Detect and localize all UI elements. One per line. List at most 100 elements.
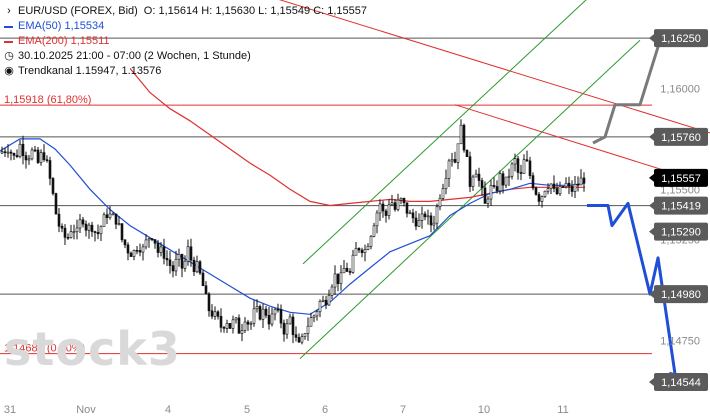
candle-body xyxy=(96,232,100,235)
trendchannel-label: Trendkanal 1.15947, 1.13576 xyxy=(18,65,162,77)
candle-body xyxy=(42,152,46,160)
candle-body xyxy=(414,217,418,227)
candle-body xyxy=(513,158,517,165)
candle-body xyxy=(444,178,448,189)
price-tag-pointer xyxy=(649,227,654,236)
candle-body xyxy=(84,223,88,231)
trendline-channel-top xyxy=(302,0,587,265)
candle-body xyxy=(111,213,115,216)
x-tick-label: Nov xyxy=(76,404,96,416)
candle-body xyxy=(264,308,268,316)
candle-body xyxy=(6,151,10,154)
candle-body xyxy=(186,246,190,262)
candle-body xyxy=(522,159,526,174)
price-tag-box xyxy=(654,196,708,215)
candle-body xyxy=(165,258,169,261)
trendline-channel-bottom xyxy=(299,39,641,359)
candle-body xyxy=(126,244,130,254)
candle-body xyxy=(510,163,514,177)
candle-body xyxy=(78,219,82,229)
candle-body xyxy=(228,323,232,329)
candle-body xyxy=(243,321,247,331)
candle-body xyxy=(123,239,127,246)
candle-body xyxy=(366,245,370,250)
candle-body xyxy=(342,267,346,274)
candle-body xyxy=(198,261,202,274)
candle-body xyxy=(39,152,43,163)
candle-body xyxy=(372,225,376,237)
candle-body xyxy=(582,177,586,184)
candle-body xyxy=(120,223,124,241)
candle-body xyxy=(324,299,328,306)
forecast-up-path xyxy=(592,33,664,145)
ema50-label: EMA(50) 1,15534 xyxy=(18,20,105,32)
candle-body xyxy=(480,180,484,189)
candle-body xyxy=(15,155,19,157)
candle-body xyxy=(213,311,217,317)
candle-body xyxy=(75,227,79,232)
price-tag-pointer xyxy=(649,290,654,299)
watermark-text: stock3 xyxy=(4,322,181,376)
candle-body xyxy=(162,246,166,259)
price-tag-pointer xyxy=(649,377,654,386)
candle-body xyxy=(540,196,544,202)
candle-body xyxy=(426,215,430,218)
candle-body xyxy=(300,336,304,343)
fib-level-label-1: 1,14685 (0,00%) xyxy=(4,343,85,355)
x-tick-label: 4 xyxy=(165,404,171,416)
candle-body xyxy=(210,310,214,317)
candle-body xyxy=(462,124,466,151)
candle-body xyxy=(171,265,175,272)
clock-icon: ◷ xyxy=(4,50,14,62)
legend-trendchannel: ◉ Trendkanal 1.15947, 1.13576 xyxy=(4,64,367,79)
candle-body xyxy=(549,183,553,189)
candle-body xyxy=(54,193,58,215)
candle-body xyxy=(222,327,226,329)
candle-body xyxy=(483,187,487,204)
candle-body xyxy=(192,259,196,273)
candle-body xyxy=(270,313,274,325)
price-tag-label: 1,14980 xyxy=(661,289,701,301)
candle-body xyxy=(168,259,172,266)
candle-body xyxy=(477,173,481,181)
price-tag-label: 1,15557 xyxy=(661,173,701,185)
chevron-right-icon[interactable]: › xyxy=(7,5,11,17)
candle-body xyxy=(567,182,571,187)
x-tick-label: 7 xyxy=(400,404,406,416)
price-tag-box xyxy=(654,285,708,304)
candle-body xyxy=(129,252,133,257)
legend-ema200: EMA(200) 1,15511 xyxy=(4,34,367,49)
x-tick-label: 10 xyxy=(478,404,490,416)
candle-body xyxy=(273,308,277,315)
candle-body xyxy=(465,149,469,158)
price-tag-pointer xyxy=(649,34,654,43)
ohlc-values: O: 1,15614 H: 1,15630 L: 1,15549 C: 1,15… xyxy=(143,5,368,17)
candle-body xyxy=(30,149,34,160)
candle-body xyxy=(534,187,538,195)
candle-body xyxy=(246,321,250,325)
price-tag-box xyxy=(654,222,708,241)
candle-body xyxy=(12,152,16,156)
watermark-logo: stock3 xyxy=(4,322,181,376)
candle-body xyxy=(285,323,289,335)
candle-body xyxy=(267,315,271,325)
candle-body xyxy=(294,334,298,338)
candle-body xyxy=(207,293,211,312)
ema200-line xyxy=(129,68,585,207)
trendline-resistance-2 xyxy=(454,104,681,176)
candle-body xyxy=(51,178,55,194)
candle-body xyxy=(507,175,511,178)
candle-body xyxy=(204,285,208,295)
candle-body xyxy=(174,258,178,272)
candle-body xyxy=(420,213,424,221)
candle-body xyxy=(339,272,343,284)
candle-body xyxy=(63,227,67,238)
candle-body xyxy=(135,250,139,252)
candle-body xyxy=(48,160,52,179)
candle-body xyxy=(93,231,97,233)
price-tag-box xyxy=(654,29,708,48)
x-tick-label: 11 xyxy=(557,404,568,416)
price-tag-box xyxy=(654,168,708,187)
